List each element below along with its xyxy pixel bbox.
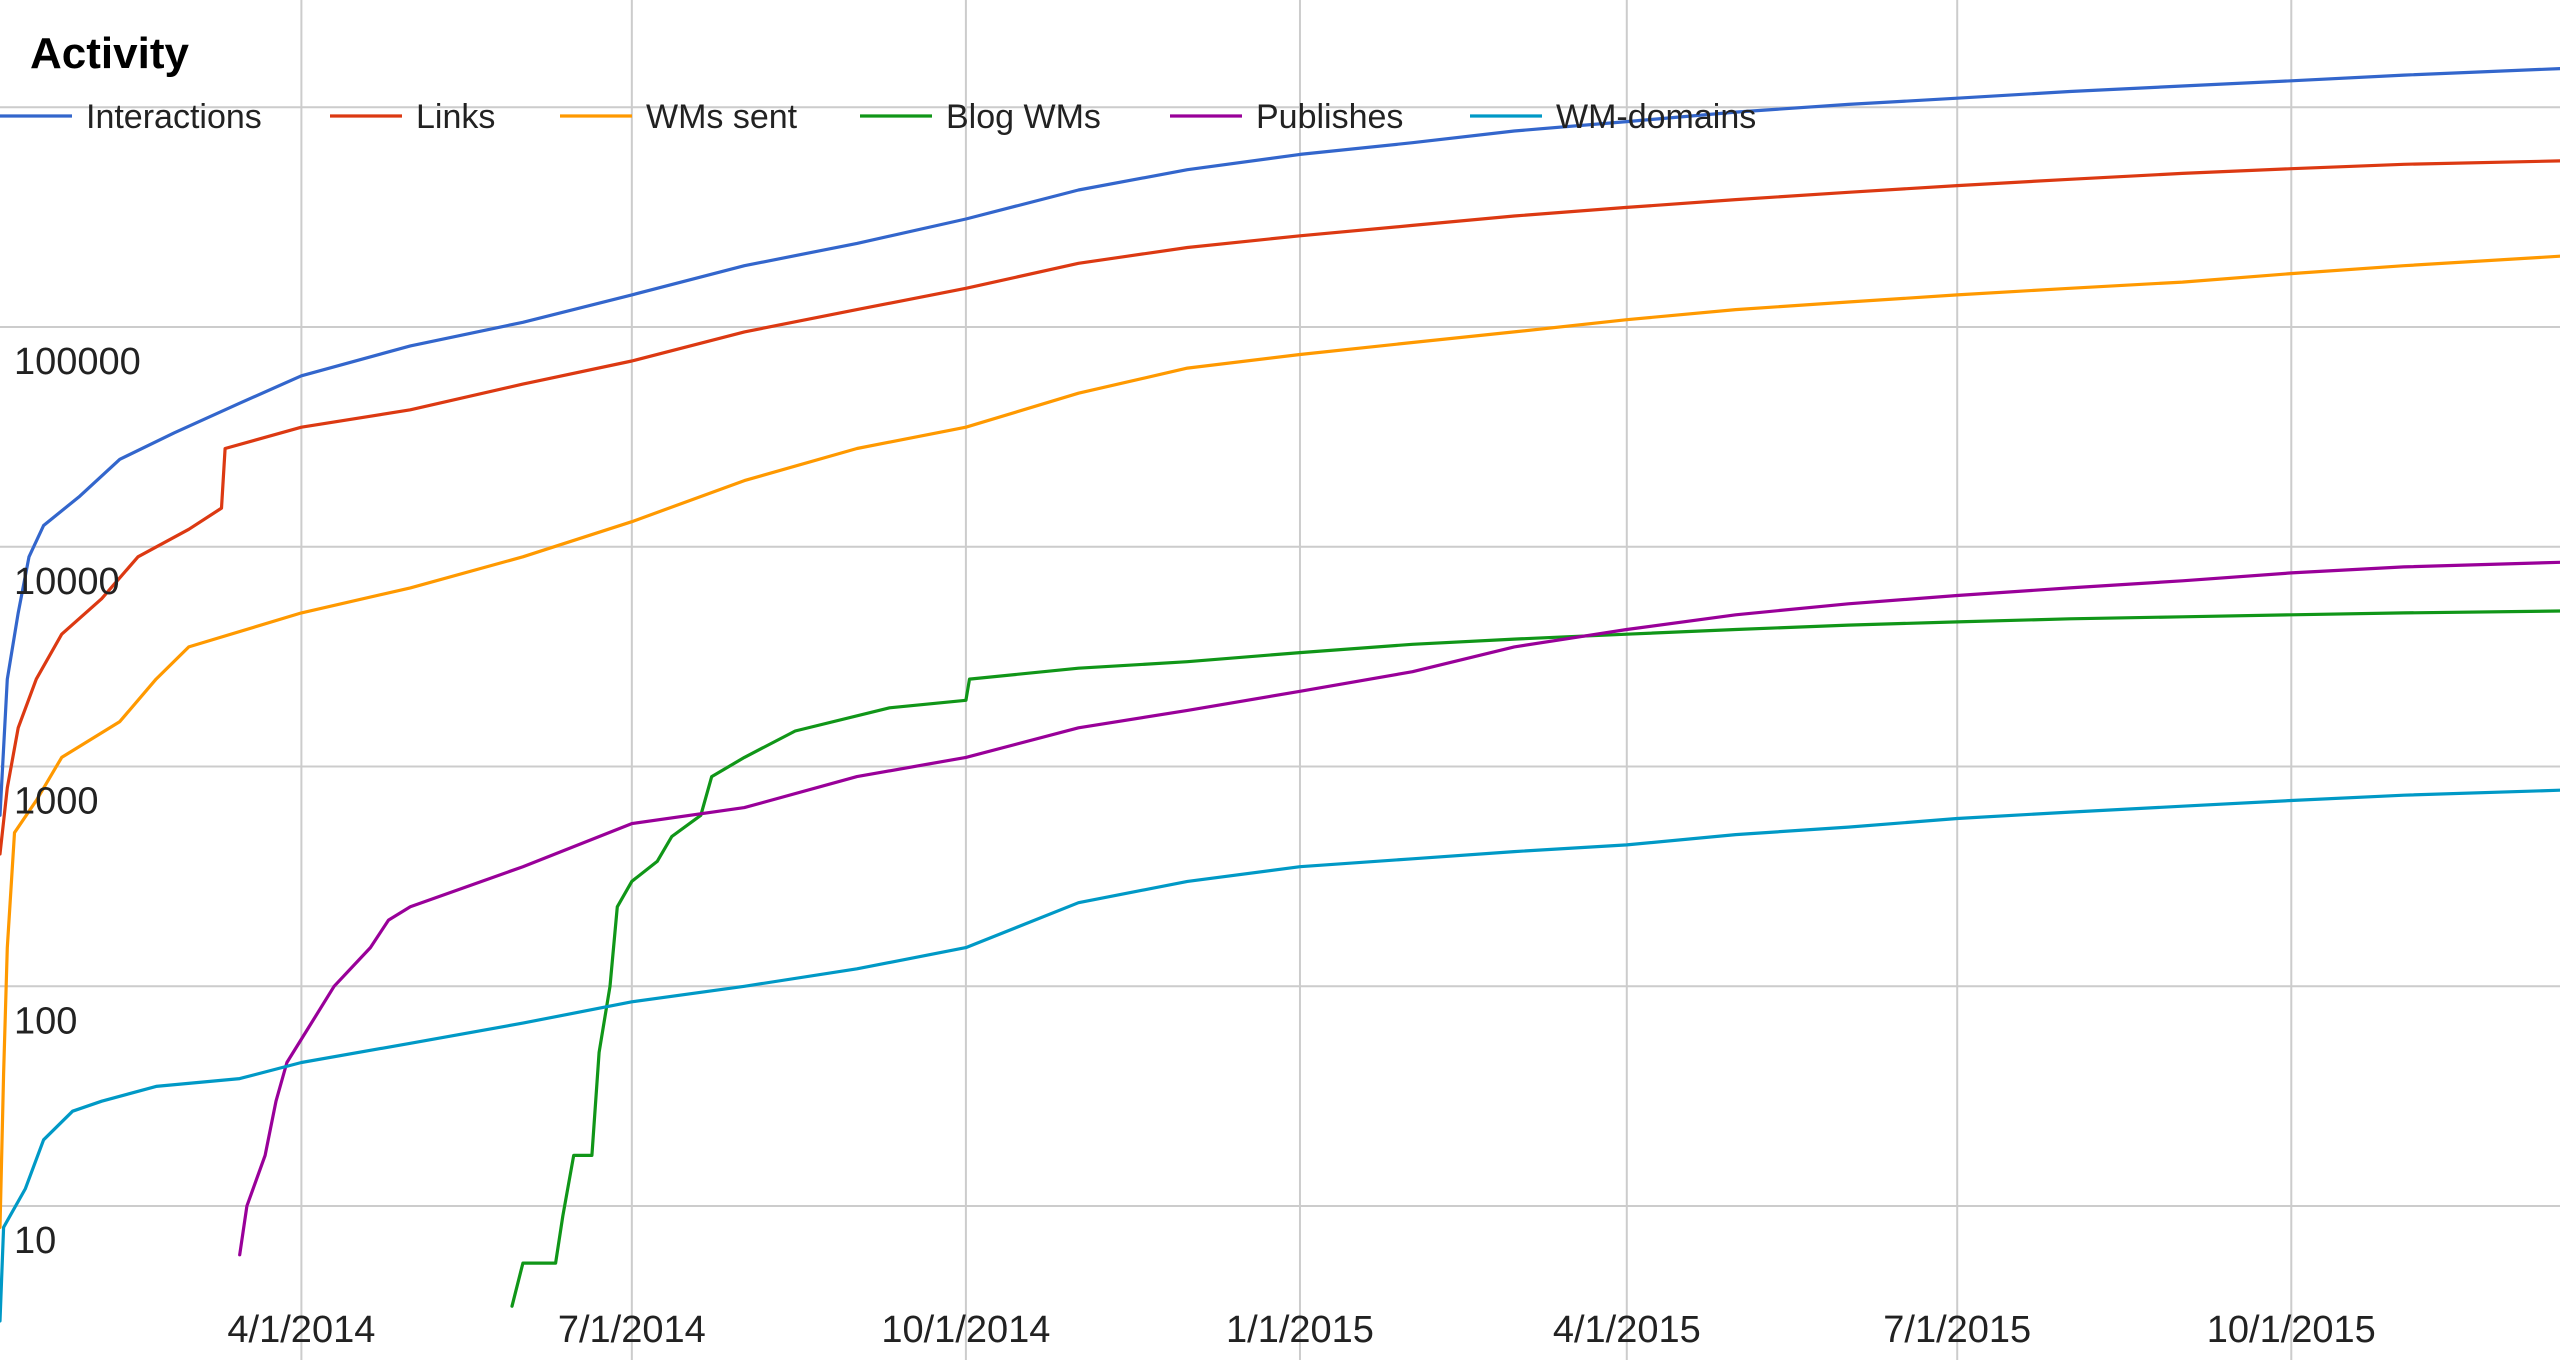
x-tick-label: 4/1/2015: [1553, 1309, 1701, 1351]
legend-label: Interactions: [86, 98, 262, 136]
y-tick-label: 100000: [14, 341, 141, 383]
vertical-gridlines: [300, 0, 2293, 1360]
x-tick-label: 1/1/2015: [1226, 1309, 1374, 1351]
legend-label: Blog WMs: [946, 98, 1101, 136]
x-tick-label: 4/1/2014: [227, 1309, 375, 1351]
legend-label: Links: [416, 98, 495, 136]
x-tick-label: 7/1/2014: [558, 1309, 706, 1351]
series-lines: [0, 67, 2560, 1323]
series-line-wm-domains: [0, 788, 2560, 1323]
legend-label: WMs sent: [646, 98, 798, 136]
y-tick-label: 10: [14, 1220, 56, 1262]
series-line-publishes: [238, 560, 2560, 1257]
x-tick-label: 10/1/2015: [2207, 1309, 2376, 1351]
y-tick-label: 100: [14, 1000, 77, 1042]
chart-title: Activity: [30, 29, 189, 78]
series-line-links: [0, 159, 2560, 856]
chart-legend: Interactions Links WMs sent Blog WMs Publish…: [0, 98, 1756, 136]
x-tick-label: 7/1/2015: [1883, 1309, 2031, 1351]
horizontal-gridlines: [0, 106, 2560, 1207]
y-tick-label: 10000: [14, 561, 120, 603]
y-axis-tick-labels: 10 100 1000 10000 100000: [14, 341, 141, 1262]
x-tick-label: 10/1/2014: [881, 1309, 1050, 1351]
series-line-wms-sent: [0, 254, 2560, 1229]
series-line-blog-wms: [510, 609, 2560, 1308]
legend-label: WM-domains: [1556, 98, 1756, 136]
x-axis-tick-labels: 4/1/2014 7/1/2014 10/1/2014 1/1/2015 4/1/201…: [227, 1309, 2375, 1351]
legend-label: Publishes: [1256, 98, 1403, 136]
y-tick-label: 1000: [14, 781, 99, 823]
series-line-interactions: [0, 67, 2560, 817]
